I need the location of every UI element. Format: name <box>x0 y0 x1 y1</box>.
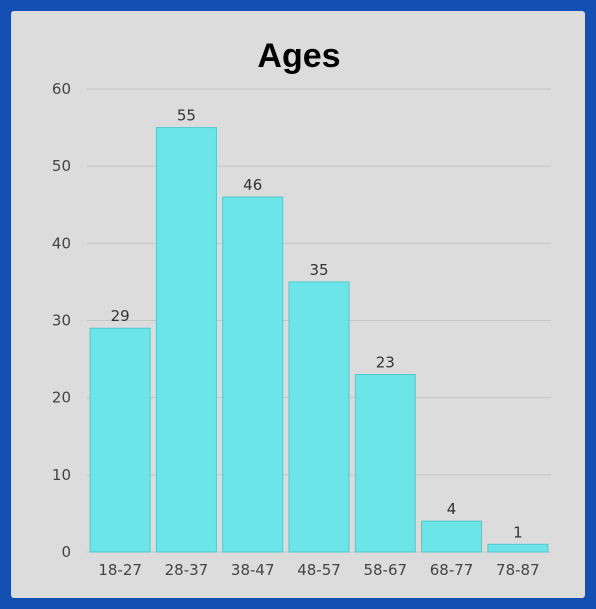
bar-38-47 <box>222 196 284 553</box>
x-tick-label: 68-77 <box>430 561 474 579</box>
y-tick-label: 30 <box>52 312 71 330</box>
bar-48-57 <box>288 281 350 553</box>
y-tick-label: 10 <box>52 466 71 484</box>
y-tick-label: 60 <box>52 80 71 98</box>
chart-panel: Ages 0 10 20 30 40 50 60 29 55 46 35 23 4 1 18-27 28-… <box>11 11 585 598</box>
data-label: 23 <box>376 354 395 372</box>
y-tick-label: 50 <box>52 157 71 175</box>
x-axis: 18-27 28-37 38-47 48-57 58-67 68-77 78-87 <box>98 561 539 579</box>
x-tick-label: 38-47 <box>231 561 275 579</box>
y-tick-label: 0 <box>61 543 71 561</box>
data-label: 4 <box>447 500 457 518</box>
x-tick-label: 48-57 <box>297 561 341 579</box>
data-label: 29 <box>111 307 130 325</box>
x-tick-label: 18-27 <box>98 561 142 579</box>
x-tick-label: 28-37 <box>165 561 209 579</box>
data-label: 1 <box>513 523 523 541</box>
y-axis: 0 10 20 30 40 50 60 <box>52 80 71 561</box>
bars <box>89 127 549 553</box>
bar-78-87 <box>487 543 549 553</box>
data-label: 46 <box>243 176 262 194</box>
y-tick-label: 20 <box>52 389 71 407</box>
data-labels: 29 55 46 35 23 4 1 <box>111 107 523 542</box>
chart-title: Ages <box>257 37 340 75</box>
bar-18-27 <box>89 327 151 553</box>
bar-28-37 <box>155 127 217 553</box>
bar-chart: Ages 0 10 20 30 40 50 60 29 55 46 35 23 4 1 18-27 28-… <box>52 37 551 579</box>
data-label: 35 <box>309 261 328 279</box>
y-tick-label: 40 <box>52 234 71 252</box>
bar-68-77 <box>421 520 483 553</box>
bar-58-67 <box>354 374 416 553</box>
data-label: 55 <box>177 107 196 125</box>
x-tick-label: 78-87 <box>496 561 540 579</box>
x-tick-label: 58-67 <box>363 561 407 579</box>
